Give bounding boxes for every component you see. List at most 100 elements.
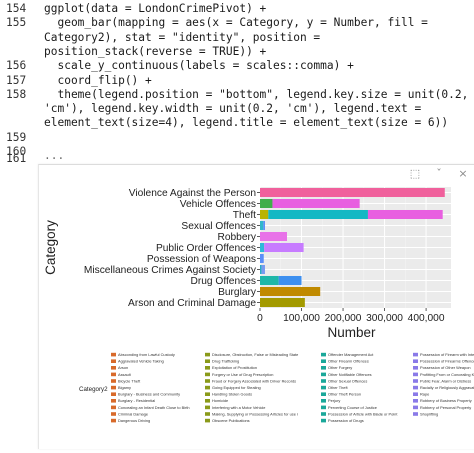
- bar-segment: [263, 220, 265, 231]
- y-tick-label: Vehicle Offences: [180, 199, 256, 210]
- line-number: 161: [6, 152, 27, 165]
- code-text: 'cm'), legend.key.width = unit(0.2, 'cm'…: [44, 102, 422, 116]
- legend-label: Perverting Course of Justice: [328, 405, 377, 410]
- line-number: 156: [6, 59, 27, 73]
- legend-key: [413, 385, 418, 390]
- legend-key: [205, 352, 210, 357]
- code-line[interactable]: 158 theme(legend.position = "bottom", le…: [0, 88, 474, 102]
- legend-label: Absconding from Lawful Custody: [118, 352, 175, 357]
- legend-key: [321, 372, 326, 377]
- code-line[interactable]: element_text(size=4), legend.title = ele…: [0, 116, 474, 130]
- legend-key: [111, 385, 116, 390]
- legend-key: [205, 385, 210, 390]
- legend-label: Obscene Publications: [212, 418, 250, 423]
- legend-label: Interfering with a Motor Vehicle: [212, 405, 265, 410]
- legend-label: Other Forgery: [328, 365, 352, 370]
- y-tick-label: Burglary: [218, 287, 257, 298]
- bar-segment: [260, 242, 265, 253]
- code-line[interactable]: 157 coord_flip() +: [0, 74, 474, 88]
- y-tick-label: Arson and Criminal Damage: [128, 298, 256, 309]
- legend-key: [413, 379, 418, 383]
- legend-label: Other Theft Person: [328, 392, 361, 397]
- legend-label: Concealing an Infant Death Close to Birt…: [118, 405, 190, 410]
- legend-label: Rape: [420, 392, 429, 397]
- legend-key: [321, 385, 326, 390]
- legend-label: Burglary - Business and Community: [118, 392, 180, 397]
- legend-label: Drug Trafficking: [212, 359, 239, 364]
- code-line[interactable]: position_stack(reverse = TRUE)) +: [0, 45, 474, 59]
- legend-label: Possession of Drugs: [328, 418, 364, 423]
- legend-label: Disclosure, Obstruction, False or Mislea…: [212, 352, 298, 357]
- bar-segment: [260, 209, 269, 220]
- x-tick-label: 400,000: [408, 313, 445, 324]
- bar-segment: [260, 231, 287, 242]
- y-tick-label: Public Order Offences: [156, 243, 256, 254]
- legend-key: [321, 352, 326, 357]
- code-line[interactable]: 154 ggplot(data = LondonCrimePivot) +: [0, 2, 474, 16]
- code-text: Category2), stat = "identity", position …: [44, 30, 321, 44]
- legend-key: [205, 359, 210, 363]
- legend-label: Offender Management Act: [328, 352, 374, 357]
- plot-output-panel: ⬚ ˇ × Violence Against the Person Vehicle…: [38, 164, 474, 449]
- legend-key: [413, 366, 418, 370]
- close-icon[interactable]: ×: [458, 167, 468, 180]
- legend-label: Other Sexual Offences: [328, 378, 367, 383]
- legend-key: [205, 366, 210, 370]
- line-number: 154: [6, 2, 27, 15]
- y-tick-label: Possession of Weapons: [147, 254, 256, 265]
- bar-segment: [260, 198, 273, 209]
- code-line[interactable]: 'cm'), legend.key.width = unit(0.2, 'cm'…: [0, 102, 474, 116]
- legend-label: Aggravated Vehicle Taking: [118, 359, 164, 364]
- legend-label: Dangerous Driving: [118, 418, 150, 423]
- legend-key: [413, 392, 418, 396]
- code-line[interactable]: 161 ···: [0, 152, 474, 166]
- bar-segment: [268, 209, 368, 220]
- legend-key: [321, 418, 326, 423]
- legend-key: [413, 372, 418, 377]
- bar-segment: [264, 242, 304, 253]
- legend-key: [111, 359, 116, 363]
- code-line[interactable]: Category2), stat = "identity", position …: [0, 31, 474, 45]
- legend-label: Other Theft: [328, 385, 349, 390]
- bar-segment: [272, 198, 360, 209]
- line-number: 160: [6, 145, 27, 158]
- export-icon[interactable]: ⬚: [409, 167, 421, 180]
- legend-label: Fraud or Forgery Associated with Driver …: [212, 378, 296, 383]
- legend-label: Homicide: [212, 398, 228, 403]
- line-number: 159: [6, 130, 27, 144]
- legend-key: [111, 412, 116, 416]
- bar-segment: [260, 275, 279, 286]
- legend-key: [111, 418, 116, 423]
- code-text: ggplot(data = LondonCrimePivot) +: [44, 2, 267, 15]
- legend-key: [205, 399, 210, 403]
- code-line[interactable]: 160: [0, 145, 474, 159]
- legend-key: [111, 405, 116, 410]
- legend-key: [205, 392, 210, 396]
- legend-label: Possession of Article with Blade or Poin…: [328, 411, 398, 416]
- line-number: 157: [6, 73, 27, 87]
- legend-label: Robbery of Business Property: [420, 398, 472, 403]
- code-line[interactable]: 159: [0, 131, 474, 145]
- legend-label: Possession of Other Weapon: [420, 365, 471, 370]
- legend-key: [321, 399, 326, 403]
- bar-segment: [278, 275, 302, 286]
- legend-key: [111, 372, 116, 377]
- legend-label: Bicycle Theft: [118, 378, 141, 383]
- legend-label: Perjury: [328, 398, 340, 403]
- bar-segment: [260, 286, 321, 297]
- code-text: scale_y_continuous(labels = scales::comm…: [44, 59, 354, 73]
- code-text: coord_flip() +: [44, 73, 152, 87]
- legend-label: Handling Stolen Goods: [212, 392, 252, 397]
- expand-icon[interactable]: ˇ: [436, 167, 442, 180]
- code-line[interactable]: 156 scale_y_continuous(labels = scales::…: [0, 59, 474, 73]
- code-line[interactable]: 155 geom_bar(mapping = aes(x = Category,…: [0, 16, 474, 30]
- line-number: 155: [6, 16, 27, 30]
- y-tick-label: Theft: [233, 210, 256, 221]
- bar-segment: [260, 264, 262, 275]
- y-tick-label: Miscellaneous Crimes Against Society: [84, 265, 257, 276]
- legend-label: Criminal Damage: [118, 411, 148, 416]
- legend-key: [321, 359, 326, 363]
- legend-label: Making, Supplying or Possessing Articles…: [212, 411, 298, 416]
- legend-key: [413, 405, 418, 410]
- legend-key: [413, 359, 418, 363]
